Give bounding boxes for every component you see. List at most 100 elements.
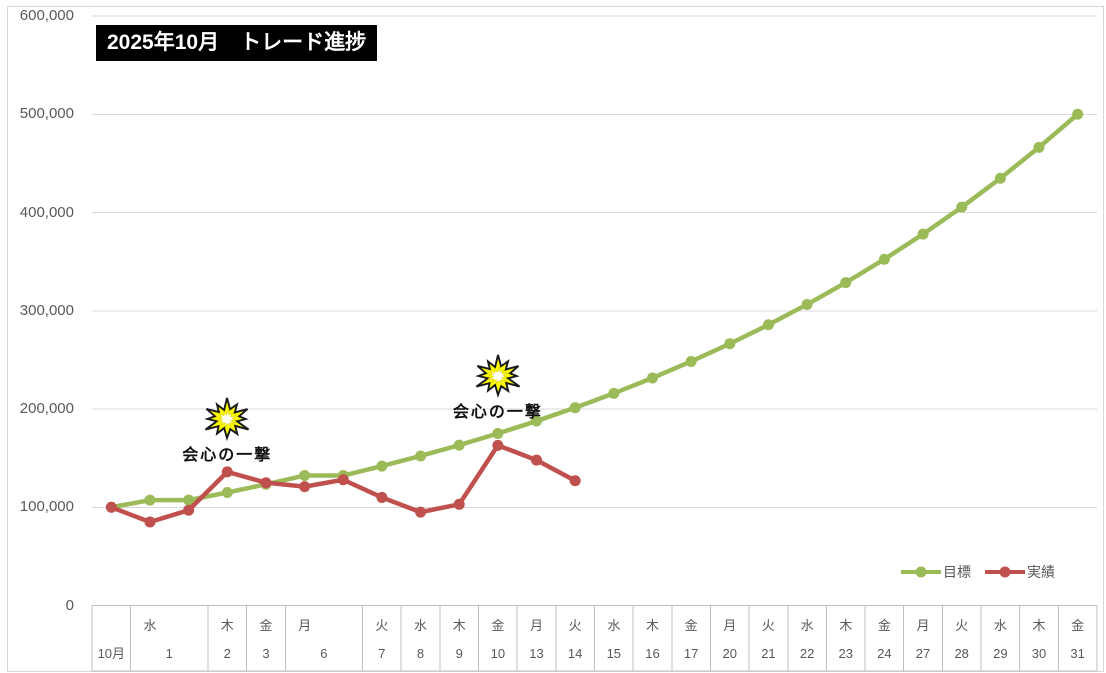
x-tick-day: 28 xyxy=(954,646,969,661)
x-tick-weekday: 火 xyxy=(955,618,969,633)
legend: 目標 実績 xyxy=(901,562,1055,582)
x-tick-weekday: 金 xyxy=(259,618,273,633)
data-point[interactable] xyxy=(376,491,388,503)
x-tick-day: 20 xyxy=(722,646,737,661)
x-tick-day: 3 xyxy=(262,646,270,661)
x-tick-day: 21 xyxy=(761,646,776,661)
x-tick-weekday: 月 xyxy=(530,618,544,633)
data-point[interactable] xyxy=(956,201,968,213)
x-tick-weekday: 火 xyxy=(568,618,582,633)
x-tick-weekday: 金 xyxy=(1071,618,1085,633)
data-point[interactable] xyxy=(531,454,543,466)
data-point[interactable] xyxy=(376,460,388,472)
x-tick-weekday: 月 xyxy=(298,618,312,633)
y-tick-label: 600,000 xyxy=(19,7,74,24)
annotation-critical-hit-1[interactable]: 会心の一撃 xyxy=(162,396,292,465)
data-point[interactable] xyxy=(337,474,349,486)
x-tick-weekday: 水 xyxy=(143,618,157,633)
x-tick-day: 13 xyxy=(529,646,544,661)
data-point[interactable] xyxy=(144,516,156,528)
data-point[interactable] xyxy=(415,506,427,518)
data-point[interactable] xyxy=(105,501,117,513)
x-tick-day: 30 xyxy=(1031,646,1047,661)
data-point[interactable] xyxy=(299,481,311,493)
x-tick-day: 8 xyxy=(416,646,425,661)
x-tick-weekday: 月 xyxy=(916,618,930,633)
data-point[interactable] xyxy=(492,439,504,451)
x-tick-day: 9 xyxy=(455,646,463,661)
data-point[interactable] xyxy=(221,466,233,478)
data-point[interactable] xyxy=(453,439,465,451)
legend-label: 実績 xyxy=(1027,564,1055,580)
starburst-inner xyxy=(216,409,238,429)
x-tick-day: 23 xyxy=(838,646,853,661)
x-tick-day: 29 xyxy=(993,646,1008,661)
y-tick-label: 300,000 xyxy=(19,301,74,319)
chart-title: 2025年10月 トレード進捗 xyxy=(96,25,378,61)
x-tick-weekday: 木 xyxy=(645,618,659,633)
x-tick-day: 17 xyxy=(683,646,699,661)
x-tick-day: 16 xyxy=(645,646,660,661)
data-point[interactable] xyxy=(801,298,813,310)
x-tick-weekday: 月 xyxy=(723,618,737,633)
data-point[interactable] xyxy=(608,387,620,399)
data-point[interactable] xyxy=(299,470,311,482)
data-point[interactable] xyxy=(569,402,581,414)
annotation-label: 会心の一撃 xyxy=(182,445,273,464)
x-tick-weekday: 木 xyxy=(452,618,466,633)
x-tick-weekday: 火 xyxy=(375,618,389,633)
x-tick-day: 1 xyxy=(165,646,173,661)
data-point[interactable] xyxy=(183,504,195,516)
starburst-inner xyxy=(487,366,508,386)
data-point[interactable] xyxy=(994,172,1006,184)
x-tick-weekday: 金 xyxy=(491,618,505,633)
data-point[interactable] xyxy=(685,355,697,367)
data-point[interactable] xyxy=(917,228,929,240)
data-point[interactable] xyxy=(1033,141,1045,153)
x-tick-weekday: 水 xyxy=(800,618,814,633)
data-point[interactable] xyxy=(144,494,156,506)
data-point[interactable] xyxy=(569,475,581,487)
data-point[interactable] xyxy=(840,277,852,289)
y-tick-label: 100,000 xyxy=(19,498,74,516)
data-point[interactable] xyxy=(531,415,543,427)
x-tick-day: 27 xyxy=(915,646,931,661)
x-tick-weekday: 水 xyxy=(414,618,428,633)
y-tick-label: 0 xyxy=(65,596,74,614)
data-point[interactable] xyxy=(762,319,774,331)
data-point[interactable] xyxy=(1072,108,1084,120)
data-point[interactable] xyxy=(221,486,233,498)
annotation-label: 会心の一撃 xyxy=(452,402,543,421)
data-point[interactable] xyxy=(646,372,658,384)
data-point[interactable] xyxy=(453,498,465,510)
y-tick-label: 200,000 xyxy=(19,400,74,417)
y-tick-label: 500,000 xyxy=(19,105,74,123)
legend-label: 目標 xyxy=(943,564,971,580)
x-tick-weekday: 木 xyxy=(839,618,853,633)
data-point[interactable] xyxy=(415,450,427,462)
x-tick-day: 22 xyxy=(799,646,815,661)
data-point[interactable] xyxy=(183,494,195,506)
data-point[interactable] xyxy=(724,338,736,350)
x-tick-weekday: 木 xyxy=(220,618,234,633)
legend-item-target[interactable]: 目標 xyxy=(901,562,971,582)
x-tick-weekday: 木 xyxy=(1032,618,1046,633)
x-tick-day: 31 xyxy=(1070,646,1085,661)
x-tick-weekday: 水 xyxy=(993,618,1007,633)
starburst-icon xyxy=(475,354,520,399)
legend-line-swatch xyxy=(985,566,1025,578)
data-point[interactable] xyxy=(260,477,272,489)
data-point[interactable] xyxy=(878,253,890,265)
x-tick-day: 10月 xyxy=(97,646,126,661)
x-tick-day: 2 xyxy=(223,646,231,661)
legend-item-actual[interactable]: 実績 xyxy=(985,562,1055,582)
y-tick-label: 400,000 xyxy=(19,203,74,221)
x-tick-day: 24 xyxy=(877,646,892,661)
annotation-critical-hit-2[interactable]: 会心の一撃 xyxy=(433,353,563,422)
x-tick-weekday: 火 xyxy=(761,618,775,633)
data-point[interactable] xyxy=(492,428,504,440)
starburst-icon xyxy=(204,397,250,442)
legend-line-swatch xyxy=(901,566,941,578)
